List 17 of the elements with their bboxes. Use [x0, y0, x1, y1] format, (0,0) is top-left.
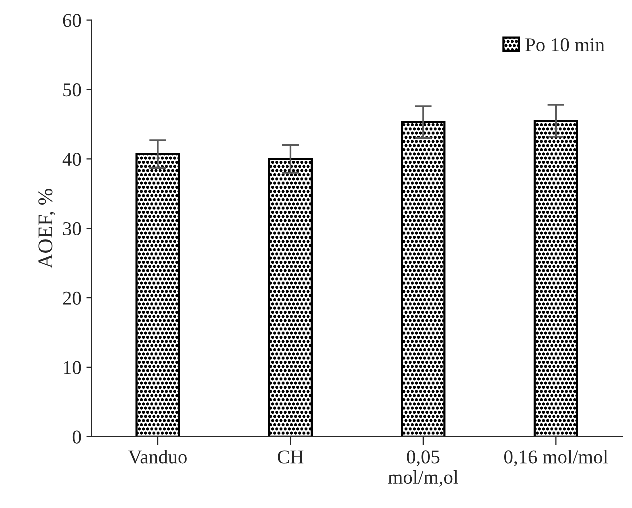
bar	[534, 120, 578, 437]
y-tick-label: 30	[63, 222, 82, 236]
bar	[268, 158, 313, 437]
x-tick-label: 0,16 mol/mol	[504, 450, 608, 467]
y-tick-label: 10	[64, 361, 82, 374]
y-tick-label: 0	[72, 430, 82, 444]
x-tick-label: 0,05 mol/m,ol	[388, 450, 458, 487]
bar	[401, 121, 446, 437]
x-tick-label: Vanduo	[128, 450, 187, 464]
legend-label: Po 10 min	[526, 38, 605, 52]
bar	[136, 153, 180, 437]
y-tick-label: 40	[62, 152, 82, 166]
x-tick-label: CH	[278, 450, 304, 464]
y-axis-title: AOEF, %	[38, 189, 56, 269]
y-tick-label: 50	[64, 84, 82, 97]
y-tick-label: 20	[63, 292, 82, 305]
y-tick-label: 60	[63, 14, 82, 28]
